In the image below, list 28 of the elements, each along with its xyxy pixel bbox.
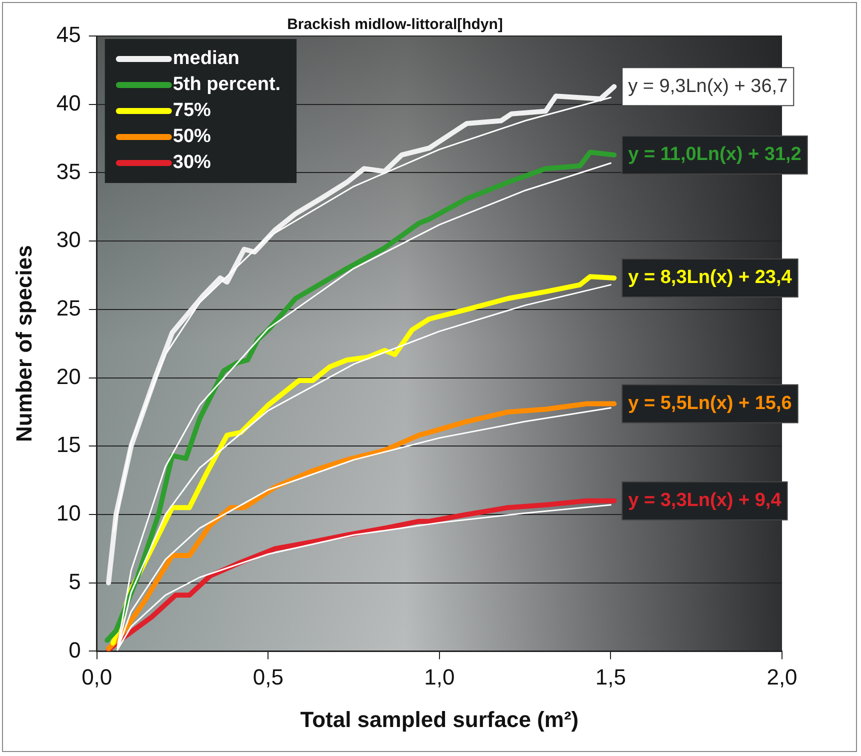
y-tick-label: 30: [56, 227, 81, 252]
annotation: y = 9,3Ln(x) + 36,7: [628, 76, 788, 97]
y-tick-label: 25: [56, 295, 81, 320]
legend-label: 50%: [172, 126, 212, 148]
y-tick-label: 20: [56, 364, 81, 389]
chart-title: Brackish midlow-littoral[hdyn]: [287, 16, 503, 34]
annotation: y = 5,5Ln(x) + 15,6: [628, 392, 792, 414]
y-tick-label: 0: [68, 637, 81, 662]
y-tick-label: 10: [56, 500, 81, 526]
y-tick-label: 45: [56, 22, 81, 48]
legend-label: 75%: [172, 100, 212, 122]
legend-label: 5th percent.: [172, 74, 281, 96]
y-tick-label: 5: [68, 568, 81, 594]
x-tick-label: 1,0: [424, 664, 455, 690]
x-tick-label: 0,5: [252, 664, 284, 690]
x-tick-label: 1,5: [595, 664, 626, 690]
y-tick-label: 40: [56, 90, 81, 116]
annotation: y = 3,3Ln(x) + 9,4: [628, 490, 782, 512]
legend-label: 30%: [172, 152, 212, 174]
y-tick-label: 15: [56, 432, 81, 458]
x-axis-title: Total sampled surface (m²): [300, 706, 579, 732]
y-axis-title: Number of species: [11, 245, 36, 442]
annotation: y = 8,3Ln(x) + 23,4: [628, 267, 792, 288]
x-tick-label: 2,0: [766, 664, 798, 690]
y-tick-label: 35: [56, 158, 81, 184]
annotation: y = 11,0Ln(x) + 31,2: [628, 144, 802, 166]
legend-label: median: [172, 48, 240, 70]
x-tick-label: 0,0: [82, 664, 112, 690]
